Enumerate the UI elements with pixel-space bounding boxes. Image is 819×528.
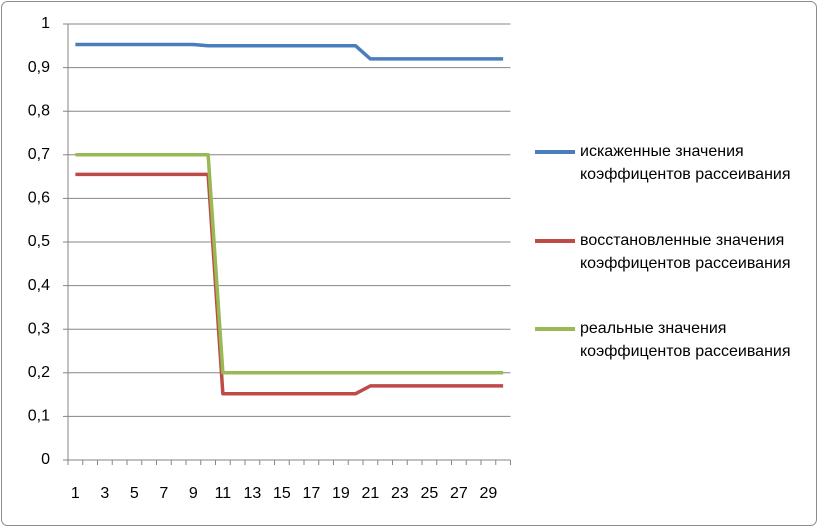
legend-item: восстановленные значения коэффицентов ра… bbox=[535, 229, 805, 275]
x-tick-label: 21 bbox=[361, 485, 379, 502]
x-tick-label: 7 bbox=[159, 485, 168, 502]
x-tick-label: 29 bbox=[479, 485, 497, 502]
y-tick-label: 0,1 bbox=[28, 408, 50, 425]
x-tick-label: 17 bbox=[302, 485, 320, 502]
x-tick-label: 1 bbox=[71, 485, 80, 502]
y-tick-label: 0,5 bbox=[28, 233, 50, 250]
x-tick-label: 23 bbox=[391, 485, 409, 502]
legend-swatch bbox=[535, 327, 575, 331]
legend-label: реальные значения коэффицентов рассеиван… bbox=[580, 320, 791, 360]
y-tick-label: 0,6 bbox=[28, 190, 50, 207]
series-line bbox=[75, 42, 504, 61]
legend-item: реальные значения коэффицентов рассеиван… bbox=[535, 317, 805, 363]
legend-swatch bbox=[535, 150, 575, 154]
y-tick-label: 0,8 bbox=[28, 102, 50, 119]
x-tick-label: 25 bbox=[420, 485, 438, 502]
series-line bbox=[75, 172, 504, 396]
legend-swatch bbox=[535, 239, 575, 243]
x-tick-label: 5 bbox=[130, 485, 139, 502]
legend-item: искаженные значения коэффицентов рассеив… bbox=[535, 140, 805, 186]
series-line bbox=[75, 153, 504, 375]
x-tick-label: 13 bbox=[243, 485, 261, 502]
x-tick-label: 11 bbox=[215, 485, 232, 502]
legend-label: восстановленные значения коэффицентов ра… bbox=[580, 232, 791, 272]
legend-label: искаженные значения коэффицентов рассеив… bbox=[580, 143, 791, 183]
x-tick-label: 15 bbox=[273, 485, 291, 502]
y-tick-label: 1 bbox=[41, 15, 50, 32]
y-tick-label: 0,3 bbox=[28, 320, 50, 337]
y-tick-label: 0 bbox=[41, 451, 50, 468]
x-tick-label: 27 bbox=[450, 485, 468, 502]
y-tick-label: 0,4 bbox=[28, 277, 50, 294]
x-tick-label: 19 bbox=[332, 485, 350, 502]
y-tick-label: 0,2 bbox=[28, 364, 50, 381]
y-tick-label: 0,7 bbox=[28, 146, 50, 163]
y-tick-label: 0,9 bbox=[28, 59, 50, 76]
x-tick-label: 3 bbox=[100, 485, 109, 502]
x-tick-label: 9 bbox=[189, 485, 198, 502]
